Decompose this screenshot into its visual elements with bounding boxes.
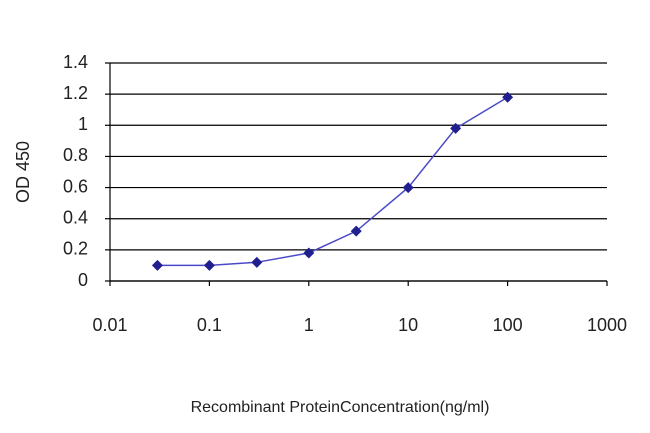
data-point [303,247,315,259]
y-tick-label: 1.4 [63,52,88,72]
x-tick-label: 1 [304,315,314,335]
y-axis-title: OD 450 [13,141,33,203]
y-tick-label: 1 [78,114,88,134]
x-tick-label: 0.1 [197,315,222,335]
y-tick-label: 1.2 [63,83,88,103]
data-point [251,256,263,268]
x-tick-label: 1000 [587,315,627,335]
data-point [151,259,163,271]
y-tick-label: 0.8 [63,145,88,165]
y-tick-label: 0.2 [63,239,88,259]
x-axis-title: Recombinant ProteinConcentration(ng/ml) [191,399,490,416]
y-tick-label: 0.6 [63,176,88,196]
data-point [402,182,414,194]
data-point [203,259,215,271]
data-point [450,122,462,134]
x-tick-label: 100 [493,315,523,335]
y-tick-label: 0 [78,270,88,290]
x-tick-label: 0.01 [92,315,127,335]
y-tick-label: 0.4 [63,207,88,227]
data-point [350,225,362,237]
x-tick-label: 10 [398,315,418,335]
data-point [502,91,514,103]
data-line [157,96,508,267]
